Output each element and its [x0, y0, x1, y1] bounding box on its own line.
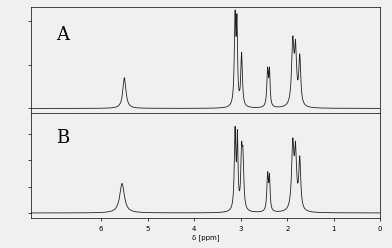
- Text: B: B: [56, 129, 69, 147]
- X-axis label: δ [ppm]: δ [ppm]: [192, 235, 220, 241]
- Text: A: A: [56, 27, 69, 44]
